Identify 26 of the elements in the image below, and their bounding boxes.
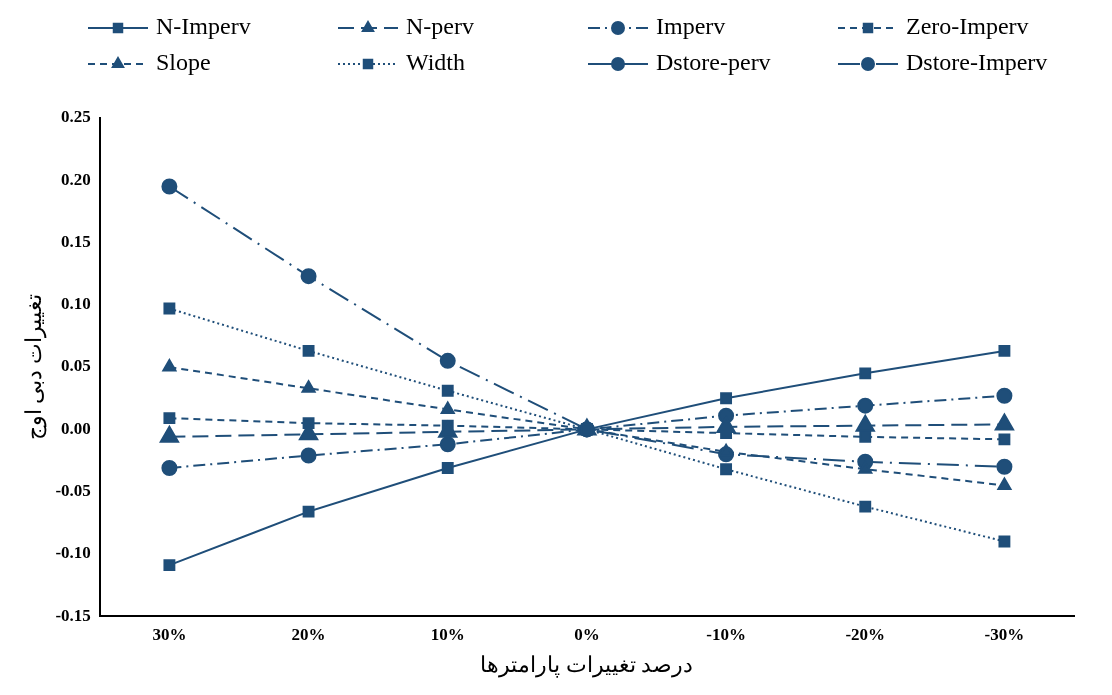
legend-label: Zero-Imperv: [906, 13, 1029, 40]
x-tick-label: -20%: [845, 624, 886, 644]
x-tick-label: -30%: [984, 624, 1025, 644]
x-axis-title: درصد تغییرات پارامترها: [480, 651, 694, 678]
x-tick-label: 30%: [152, 624, 187, 644]
y-tick-label: -0.05: [55, 481, 91, 501]
legend-label: Slope: [156, 49, 211, 76]
x-tick-label: 20%: [291, 624, 326, 644]
y-tick-label: 0.00: [61, 418, 91, 438]
y-tick-label: 0.20: [61, 169, 91, 189]
x-tick-label: 10%: [430, 624, 465, 644]
legend-label: Width: [406, 49, 466, 76]
y-tick-label: -0.10: [55, 543, 91, 563]
y-axis-title: تغییرات دبی اوج: [20, 294, 47, 441]
y-tick-label: 0.15: [61, 231, 91, 251]
x-tick-label: -10%: [706, 624, 746, 644]
legend-label: N-perv: [406, 13, 474, 40]
y-tick-label: 0.25: [61, 107, 91, 127]
legend-label: Dstore-Imperv: [906, 49, 1048, 76]
legend-label: Imperv: [656, 13, 726, 40]
y-tick-label: -0.15: [55, 605, 91, 625]
x-tick-label: 0%: [574, 624, 600, 644]
y-tick-label: 0.05: [61, 356, 91, 376]
y-tick-label: 0.10: [61, 294, 91, 314]
legend-label: Dstore-perv: [656, 49, 771, 76]
legend-label: N-Imperv: [156, 13, 251, 40]
